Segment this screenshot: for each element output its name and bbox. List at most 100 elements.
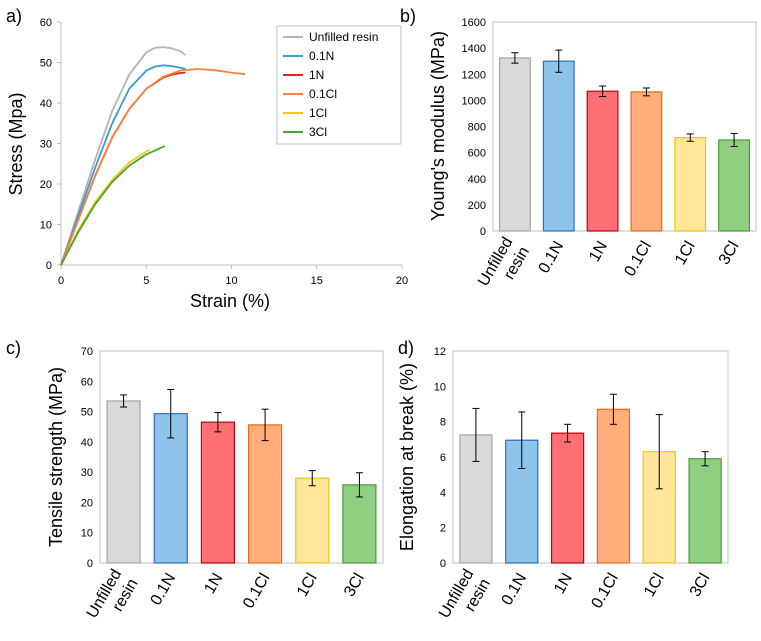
legend-box	[276, 25, 402, 145]
series-line-cl3	[60, 145, 166, 266]
category-label-line: 3Cl	[341, 571, 368, 600]
x-tick-label: 0	[58, 275, 64, 287]
y-tick-label: 600	[468, 148, 486, 160]
legend-entry: 1Cl	[309, 106, 327, 120]
category-label-line: 1Cl	[294, 571, 321, 600]
legend: Unfilled resin 0.1N 1N 0.1Cl 1Cl 3Cl	[276, 25, 402, 145]
y-tick-label: 10	[81, 528, 93, 540]
category-label: Unfilledresin	[475, 235, 533, 299]
plot-frame	[452, 350, 729, 564]
y-axis-label: Elongation at break (%)	[397, 363, 417, 551]
error-bar-cl3	[730, 132, 738, 147]
y-tick-label: 20	[81, 497, 93, 509]
error-bar-n01	[555, 49, 563, 73]
y-tick-label: 0	[87, 558, 93, 570]
category-label: 0.1Cl	[240, 571, 273, 612]
panel-a: 0 5 10 15 20 0 10 20 30 40 50 60 a) Stress (Mpa) Strai…	[6, 6, 408, 311]
panel-letter: a)	[6, 6, 22, 26]
category-label: 0.1Cl	[588, 571, 621, 612]
y-tick-label: 1200	[462, 69, 486, 81]
y-tick-label: 800	[468, 122, 486, 134]
y-tick-label: 30	[40, 139, 52, 151]
y-tick-label: 1400	[462, 43, 486, 55]
category-label-line: 1N	[586, 239, 611, 265]
error-bar-n1	[214, 411, 222, 433]
category-label: 1Cl	[641, 571, 668, 600]
category-label: 0.1Cl	[621, 239, 654, 280]
error-bar-cl01	[642, 87, 650, 97]
panel-d: 0 2 4 6 8 10 12 d) Elongation at break (%) Unfill…	[397, 338, 729, 621]
error-bar-cl3	[701, 451, 709, 467]
plot-frame	[492, 21, 757, 232]
y-tick-label: 60	[81, 376, 93, 388]
y-axis-label: Tensile strength (MPa)	[46, 367, 66, 547]
bar-cl01	[247, 424, 283, 564]
category-label: 1N	[586, 239, 611, 265]
error-bar-unfilled	[120, 394, 128, 408]
bar-cl01	[630, 91, 663, 232]
y-tick-label: 60	[40, 17, 52, 29]
bar-cl3	[718, 139, 751, 232]
category-label: 3Cl	[341, 571, 368, 600]
y-tick-label: 50	[40, 58, 52, 70]
category-label: 0.1N	[536, 239, 568, 277]
error-bar-cl1	[686, 133, 694, 142]
y-tick-label: 10	[40, 220, 52, 232]
category-label: 3Cl	[716, 239, 743, 268]
panel-b: 0 200 400 600 800 1000 1200 1400 1600 b) Young's m…	[400, 6, 757, 299]
series-line-unfilled	[60, 46, 187, 266]
category-label: 1Cl	[294, 571, 321, 600]
x-axis-label: Strain (%)	[190, 291, 270, 311]
legend-entry: 3Cl	[309, 125, 327, 139]
panel-c: 0 10 20 30 40 50 60 70 c) Tensile strength (MPa) U…	[6, 338, 384, 621]
series-line-cl1	[60, 149, 151, 266]
y-tick-label: 10	[434, 381, 446, 393]
category-label-line: 3Cl	[716, 239, 743, 268]
error-bar-cl3	[355, 472, 363, 498]
category-label: 1Cl	[672, 239, 699, 268]
series-line-cl01	[60, 68, 246, 266]
category-label-line: 1Cl	[641, 571, 668, 600]
y-axis-label: Stress (Mpa)	[6, 92, 26, 195]
category-label-line: 0.1N	[148, 571, 180, 609]
x-tick-label: 15	[311, 275, 323, 287]
bar-n1	[200, 421, 236, 564]
panel-letter: d)	[398, 338, 414, 358]
y-tick-label: 0	[480, 226, 486, 238]
bar-cl01	[596, 408, 631, 564]
category-label-line: 0.1N	[536, 239, 568, 277]
category-label-line: 0.1Cl	[240, 571, 273, 612]
category-label-line: 3Cl	[687, 571, 714, 600]
legend-entry: 0.1Cl	[309, 87, 337, 101]
legend-entry: 1N	[309, 68, 324, 82]
category-label: 1N	[201, 571, 226, 597]
error-bar-unfilled	[511, 52, 519, 64]
error-bar-cl1	[655, 414, 663, 490]
x-tick-label: 5	[143, 275, 149, 287]
error-bar-n1	[599, 85, 607, 97]
y-tick-label: 50	[81, 407, 93, 419]
y-tick-label: 2	[440, 523, 446, 535]
y-tick-label: 12	[434, 346, 446, 358]
error-bar-cl01	[261, 408, 269, 442]
y-tick-label: 40	[40, 98, 52, 110]
y-tick-label: 1600	[462, 17, 486, 29]
category-label-line: 0.1Cl	[621, 239, 654, 280]
error-bar-n01	[518, 411, 526, 469]
error-bar-n01	[167, 388, 175, 439]
legend-entry: Unfilled resin	[309, 30, 378, 44]
category-label: 0.1N	[499, 571, 531, 609]
error-bar-unfilled	[472, 407, 480, 462]
bar-n1	[586, 90, 619, 232]
bar-n1	[550, 432, 585, 564]
legend-entry: 0.1N	[309, 49, 334, 63]
category-label-line: 0.1Cl	[588, 571, 621, 612]
bar-n01	[153, 413, 188, 564]
bar-cl1	[674, 137, 707, 232]
bar-unfilled	[106, 400, 141, 564]
bar-n01	[542, 60, 575, 232]
category-label-line: 1Cl	[672, 239, 699, 268]
error-bar-cl01	[609, 393, 617, 425]
y-tick-label: 1000	[462, 95, 486, 107]
bar-cl3	[688, 458, 722, 564]
